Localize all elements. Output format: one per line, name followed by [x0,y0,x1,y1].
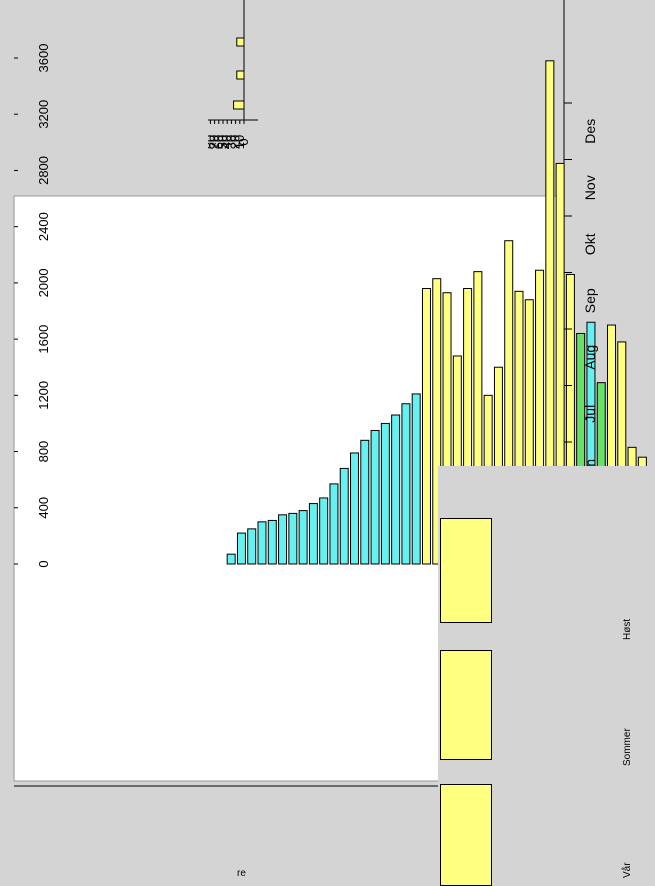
value-tick-label: 1600 [36,325,51,354]
value-tick-label: 3600 [36,44,51,73]
bar-39 [370,429,380,565]
value-tick-label: 2400 [36,212,51,241]
bar-40 [360,439,370,565]
clipped-label: re [237,868,246,879]
legend-swatch-sommer [440,650,492,760]
bar-51 [247,528,257,565]
legend-label-var: Vår [622,862,633,878]
bar-49 [267,519,277,565]
legend-swatch-var [440,784,492,886]
bar-38 [380,422,390,565]
inset-bar-0 [233,100,245,110]
bar-33 [432,278,442,565]
bar-43 [329,483,339,565]
bar-47 [288,512,298,565]
bar-36 [401,403,411,565]
bar-37 [391,414,401,565]
bar-50 [257,521,267,565]
value-tick-label: 2800 [36,156,51,185]
inset-bar-1 [236,70,245,80]
inset-tick-label: 50 [215,135,230,149]
bar-35 [411,393,421,565]
bar-34 [421,288,431,565]
inset-bar-2 [236,37,245,47]
inset-tick-label: 70 [208,135,222,149]
bar-53 [226,553,236,565]
month-label: Nov [582,175,598,200]
month-label: Des [582,119,598,144]
month-label: Jul [582,405,598,423]
inset-panel [208,0,290,192]
month-label: Sep [582,288,598,313]
inset-tick-label: 20 [228,135,243,149]
inset-tick-label: 60 [211,135,226,149]
month-label: Okt [582,233,598,255]
value-tick-label: 400 [36,497,51,519]
value-tick-label: 0 [36,560,51,567]
legend-label-sommer: Sommer [622,728,633,766]
bar-48 [278,514,288,565]
legend-label-host: Høst [622,618,633,640]
bar-45 [308,503,318,565]
inset-tick-label: 10 [232,135,247,149]
inset-tick-label: 0 [236,138,251,145]
month-label: Aug [582,345,598,370]
value-tick-label: 3200 [36,100,51,129]
legend-swatch-host [440,518,492,623]
bar-42 [339,467,349,565]
bar-44 [319,497,329,565]
inset-tick-label: 30 [223,135,238,149]
bar-41 [350,452,360,565]
value-tick-label: 2000 [36,268,51,297]
season-legend: Vår Sommer Høst [438,466,655,886]
bar-46 [298,510,308,565]
inset-tick-label: 80 [208,135,217,149]
value-tick-label: 800 [36,441,51,463]
value-tick-label: 1200 [36,381,51,410]
inset-tick-label: 40 [219,135,234,149]
bar-52 [236,532,246,565]
